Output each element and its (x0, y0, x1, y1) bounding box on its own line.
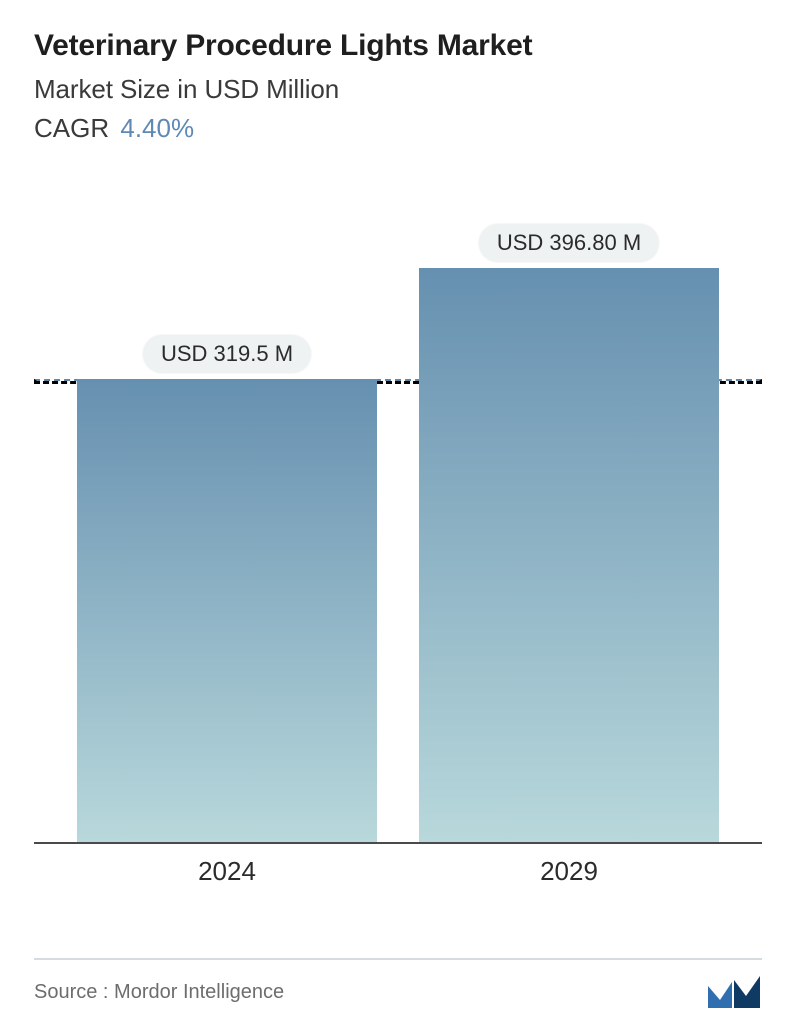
cagr-label: CAGR (34, 113, 109, 143)
x-axis (34, 842, 762, 844)
x-axis-label: 2024 (77, 856, 377, 887)
bar-column: USD 396.80 M (419, 268, 719, 842)
x-axis-label: 2029 (419, 856, 719, 887)
cagr-value: 4.40% (120, 113, 194, 143)
mordor-logo-icon (706, 974, 762, 1010)
bar (77, 379, 377, 842)
value-pill: USD 396.80 M (479, 224, 659, 262)
chart-footer: Source : Mordor Intelligence (34, 958, 762, 1010)
bar-column: USD 319.5 M (77, 379, 377, 842)
bar-chart: USD 319.5 MUSD 396.80 M 20242029 (34, 176, 762, 916)
value-pill: USD 319.5 M (143, 335, 311, 373)
bar (419, 268, 719, 842)
chart-title: Veterinary Procedure Lights Market (34, 28, 762, 64)
cagr-row: CAGR 4.40% (34, 113, 762, 144)
source-text: Source : Mordor Intelligence (34, 981, 284, 1004)
chart-subtitle: Market Size in USD Million (34, 74, 762, 105)
